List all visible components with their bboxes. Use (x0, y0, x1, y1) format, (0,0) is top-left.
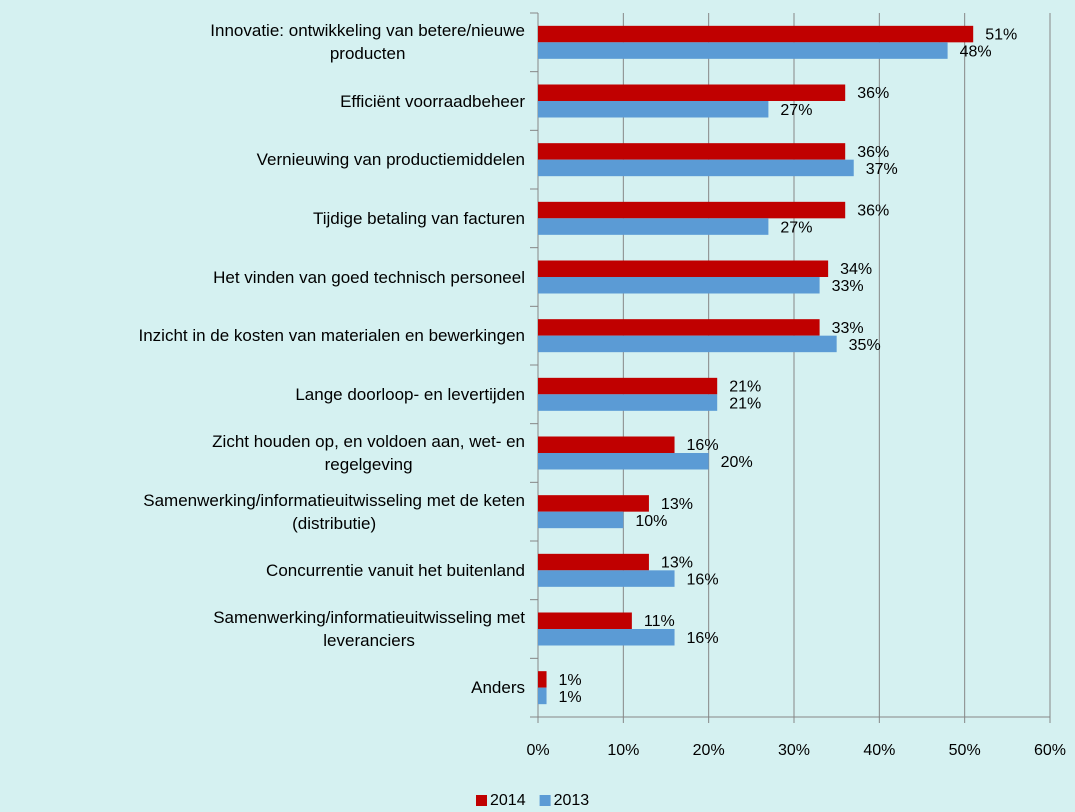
category-text: Samenwerking/informatieuitwisseling met … (213, 608, 525, 650)
category-text: Het vinden van goed technisch personeel (213, 267, 525, 287)
category-label: Vernieuwing van productiemiddelen (0, 148, 525, 171)
bar (538, 335, 837, 353)
legend-swatch (476, 795, 487, 806)
bar (538, 553, 649, 571)
bar (538, 201, 846, 219)
value-label: 36% (857, 85, 889, 102)
x-tick-label: 0% (526, 742, 549, 759)
bar (538, 671, 547, 688)
bar (538, 511, 624, 529)
value-label: 1% (559, 672, 582, 689)
category-label: Samenwerking/informatieuitwisseling met … (0, 606, 525, 652)
value-label: 16% (687, 572, 719, 589)
bar (538, 570, 675, 587)
category-text: Zicht houden op, en voldoen aan, wet- en… (212, 432, 525, 474)
category-label: Lange doorloop- en levertijden (0, 383, 525, 406)
value-label: 21% (729, 396, 761, 413)
bar (538, 84, 846, 101)
category-label: Tijdige betaling van facturen (0, 207, 525, 230)
x-tick-label: 30% (778, 742, 810, 759)
bar (538, 319, 820, 336)
category-text: Concurrentie vanuit het buitenland (266, 560, 525, 580)
legend-label: 2013 (554, 792, 590, 809)
value-label: 10% (635, 513, 667, 530)
category-text: Anders (471, 678, 525, 698)
value-label: 1% (559, 689, 582, 706)
bar (538, 143, 846, 160)
category-text: Tijdige betaling van facturen (312, 208, 525, 228)
value-label: 13% (661, 555, 693, 572)
x-tick-label: 20% (693, 742, 725, 759)
legend-label: 2014 (490, 792, 526, 809)
category-label: Samenwerking/informatieuitwisseling met … (0, 489, 525, 535)
category-label: Innovatie: ontwikkeling van betere/nieuw… (0, 19, 525, 65)
value-label: 21% (729, 379, 761, 396)
bar (538, 218, 769, 235)
bar (538, 687, 547, 705)
value-label: 13% (661, 496, 693, 513)
bar (538, 495, 649, 512)
value-label: 48% (960, 44, 992, 61)
bar (538, 612, 632, 629)
bar (538, 42, 948, 59)
x-tick-label: 50% (949, 742, 981, 759)
value-label: 11% (644, 613, 675, 630)
bar (538, 25, 974, 43)
category-label: Het vinden van goed technisch personeel (0, 266, 525, 289)
category-label: Anders (0, 676, 525, 699)
x-tick-label: 60% (1034, 742, 1066, 759)
value-label: 27% (780, 102, 812, 119)
value-label: 34% (840, 261, 872, 278)
category-label: Efficiënt voorraadbeheer (0, 90, 525, 113)
bar (538, 436, 675, 453)
value-label: 51% (985, 27, 1017, 44)
x-tick-label: 40% (863, 742, 895, 759)
bar (538, 394, 718, 411)
category-text: Lange doorloop- en levertijden (295, 384, 525, 404)
x-tick-label: 10% (607, 742, 639, 759)
bar (538, 629, 675, 646)
bar (538, 159, 854, 177)
value-label: 27% (780, 220, 812, 237)
value-label: 20% (721, 454, 753, 471)
value-label: 36% (857, 203, 889, 220)
value-label: 33% (832, 320, 864, 337)
category-text: Samenwerking/informatieuitwisseling met … (143, 490, 525, 533)
legend-swatch (539, 795, 551, 806)
category-text: Vernieuwing van productiemiddelen (256, 150, 525, 170)
value-label: 33% (832, 278, 864, 295)
bar (538, 453, 709, 470)
bar (538, 101, 769, 118)
bar (538, 277, 820, 294)
bar (538, 377, 718, 395)
category-text: Innovatie: ontwikkeling van betere/nieuw… (210, 21, 525, 64)
category-label: Concurrentie vanuit het buitenland (0, 559, 525, 582)
value-label: 37% (866, 161, 898, 178)
value-label: 16% (687, 630, 719, 647)
value-label: 36% (857, 144, 889, 161)
value-label: 16% (687, 437, 719, 454)
category-text: Efficiënt voorraadbeheer (340, 91, 525, 111)
category-text: Inzicht in de kosten van materialen en b… (138, 326, 525, 346)
category-label: Zicht houden op, en voldoen aan, wet- en… (0, 430, 525, 476)
bar (538, 260, 829, 277)
value-label: 35% (849, 337, 881, 354)
category-label: Inzicht in de kosten van materialen en b… (0, 324, 525, 347)
